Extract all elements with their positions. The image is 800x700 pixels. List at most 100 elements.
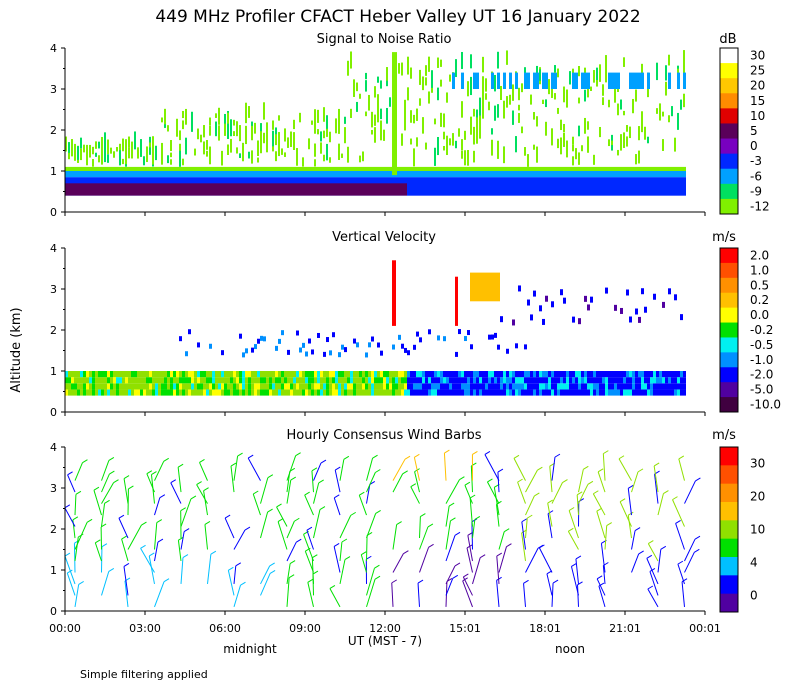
vv-cell bbox=[431, 377, 434, 384]
snr-cell bbox=[320, 166, 323, 171]
snr-cell bbox=[248, 166, 251, 171]
vv-cell bbox=[179, 383, 182, 390]
snr-cell bbox=[209, 146, 211, 157]
snr-cell bbox=[584, 72, 587, 89]
snr-cell bbox=[632, 72, 635, 89]
wind-barb bbox=[127, 524, 142, 550]
vv-cell bbox=[227, 377, 230, 384]
vv-cell bbox=[119, 377, 122, 384]
vv-cell bbox=[215, 377, 218, 384]
vv-cell bbox=[158, 371, 161, 378]
vv-cell bbox=[296, 383, 299, 390]
snr-cell bbox=[329, 171, 332, 178]
vv-cell bbox=[104, 377, 107, 384]
snr-cell bbox=[167, 155, 169, 164]
vv-cell bbox=[224, 371, 227, 378]
wind-barb bbox=[260, 565, 271, 585]
vv-cell bbox=[347, 389, 350, 396]
wind-barb bbox=[123, 566, 129, 596]
vv-cell bbox=[473, 389, 476, 396]
vv-cell bbox=[161, 377, 164, 384]
snr-cell bbox=[125, 139, 127, 158]
vv-cell bbox=[266, 389, 269, 396]
snr-cell bbox=[209, 166, 212, 171]
units-wind: m/s bbox=[712, 428, 736, 443]
snr-cell bbox=[377, 94, 379, 106]
snr-cell bbox=[122, 183, 125, 196]
vv-cell bbox=[239, 389, 242, 396]
snr-cell bbox=[137, 166, 140, 171]
colorbar-label: 0.2 bbox=[750, 293, 769, 307]
vv-cell bbox=[383, 389, 386, 396]
snr-cell bbox=[98, 155, 100, 163]
snr-cell bbox=[368, 171, 371, 178]
wind-barb-flag bbox=[334, 494, 340, 499]
snr-cell bbox=[119, 183, 122, 196]
wind-barb bbox=[445, 535, 456, 562]
vv-cell bbox=[656, 377, 659, 384]
vv-cell bbox=[179, 377, 182, 384]
vv-cell bbox=[620, 371, 623, 378]
vv-cell bbox=[206, 383, 209, 390]
wind-barb-flag bbox=[146, 470, 153, 475]
snr-cell bbox=[608, 72, 611, 89]
snr-cell bbox=[380, 171, 383, 178]
snr-cell bbox=[470, 54, 472, 69]
wind-barb-flag bbox=[319, 506, 326, 511]
vv-cell bbox=[629, 383, 632, 390]
vv-cell bbox=[209, 389, 212, 396]
colorbar-label: 2.0 bbox=[750, 248, 769, 262]
snr-cell bbox=[119, 143, 121, 153]
vv-cell bbox=[548, 371, 551, 378]
vv-cell bbox=[413, 344, 416, 350]
wind-barb bbox=[66, 572, 76, 596]
vv-cell bbox=[356, 371, 359, 378]
wind-barb-flag bbox=[128, 485, 134, 490]
wind-barb-flag bbox=[454, 562, 461, 567]
snr-cell bbox=[509, 166, 512, 171]
snr-cell bbox=[617, 103, 619, 116]
vv-cell bbox=[191, 389, 194, 396]
wind-barb bbox=[366, 458, 374, 481]
vv-cell bbox=[539, 305, 542, 312]
vv-cell bbox=[311, 389, 314, 396]
vv-cell bbox=[356, 342, 359, 348]
snr-cell bbox=[74, 171, 77, 178]
vv-cell bbox=[317, 377, 320, 384]
snr-cell bbox=[326, 115, 328, 129]
wind-barb bbox=[498, 531, 505, 550]
wind-barb bbox=[339, 515, 352, 539]
vv-cell bbox=[131, 383, 134, 390]
vv-cell bbox=[77, 383, 80, 390]
wind-barb bbox=[567, 531, 579, 550]
snr-cell bbox=[611, 171, 614, 178]
snr-cell bbox=[437, 183, 440, 196]
snr-cell bbox=[461, 51, 463, 69]
vv-cell bbox=[662, 383, 665, 390]
snr-cell bbox=[563, 123, 565, 133]
vv-cell bbox=[467, 371, 470, 378]
snr-cell bbox=[422, 166, 425, 171]
snr-cell bbox=[293, 135, 295, 140]
snr-cell bbox=[461, 139, 463, 151]
snr-cell bbox=[347, 171, 350, 178]
snr-cell bbox=[197, 128, 199, 140]
snr-cell bbox=[185, 137, 187, 155]
wind-barb-flag bbox=[86, 518, 93, 523]
vv-cell bbox=[131, 371, 134, 378]
snr-cell bbox=[674, 171, 677, 178]
wind-barb-flag bbox=[459, 476, 465, 481]
vv-cell bbox=[650, 389, 653, 396]
wind-barb-flag bbox=[121, 535, 127, 540]
snr-cell bbox=[554, 93, 556, 100]
snr-cell bbox=[326, 183, 329, 196]
vv-cell bbox=[680, 371, 683, 378]
snr-cell bbox=[677, 171, 680, 178]
vv-cell bbox=[266, 371, 269, 378]
vv-cell bbox=[86, 389, 89, 396]
snr-cell bbox=[290, 166, 293, 171]
snr-cell bbox=[536, 166, 539, 171]
vv-cell bbox=[569, 377, 572, 384]
snr-cell bbox=[656, 62, 658, 81]
vv-cell bbox=[545, 377, 548, 384]
